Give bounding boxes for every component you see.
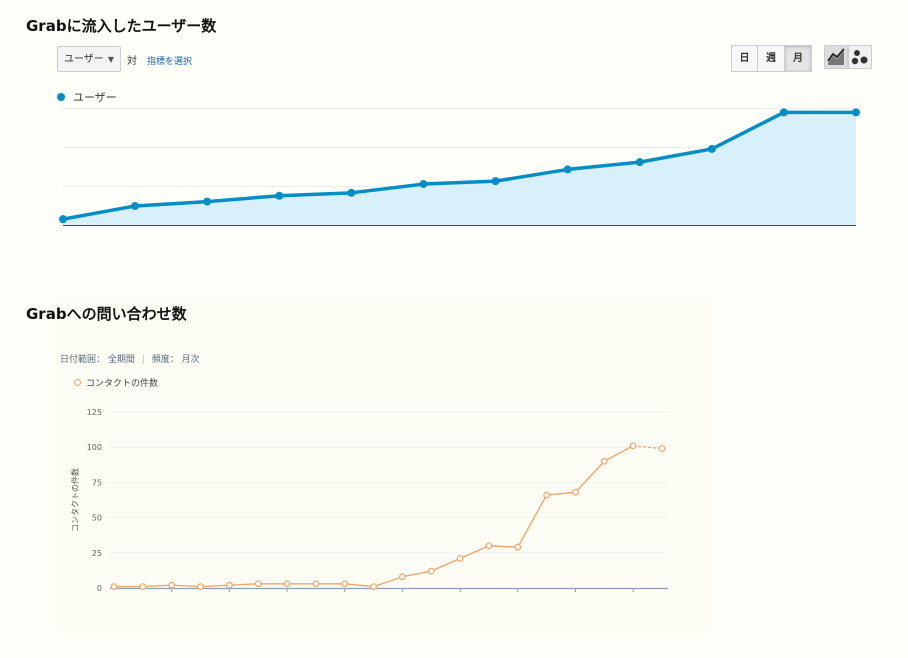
y-tick-label: 50 bbox=[92, 514, 102, 523]
data-point bbox=[635, 158, 644, 167]
data-point bbox=[852, 108, 860, 117]
data-point bbox=[131, 201, 140, 210]
motion-chart-icon bbox=[851, 50, 868, 65]
data-point bbox=[572, 488, 579, 496]
date-range-label: 日付範囲： bbox=[60, 355, 106, 365]
period-button-week[interactable]: 週 bbox=[758, 45, 785, 72]
data-point bbox=[658, 445, 666, 453]
chart-title-users: Grabに流入したユーザー数 bbox=[26, 17, 217, 35]
divider: | bbox=[141, 355, 145, 365]
data-point bbox=[427, 567, 435, 575]
data-point bbox=[203, 197, 212, 206]
data-point bbox=[456, 555, 464, 562]
data-point bbox=[399, 573, 406, 581]
data-point bbox=[419, 180, 428, 189]
data-point bbox=[600, 457, 608, 465]
y-tick-label: 100 bbox=[87, 443, 102, 452]
data-point bbox=[110, 583, 118, 590]
data-point bbox=[707, 144, 716, 153]
line-chart-button[interactable] bbox=[824, 45, 848, 69]
motion-chart-button[interactable] bbox=[848, 45, 872, 69]
select-metric-link[interactable]: 指標を選択 bbox=[147, 57, 193, 67]
data-point bbox=[347, 188, 356, 197]
data-point bbox=[275, 191, 284, 200]
data-point bbox=[491, 177, 500, 186]
period-button-month[interactable]: 月 bbox=[785, 45, 812, 72]
data-point bbox=[341, 580, 349, 588]
data-point bbox=[168, 581, 176, 589]
period-button-day[interactable]: 日 bbox=[731, 45, 758, 72]
data-point bbox=[370, 583, 377, 590]
series-line-dashed bbox=[633, 445, 663, 450]
period-toggle: 日 週 月 bbox=[731, 45, 812, 72]
data-point bbox=[283, 580, 291, 588]
data-point bbox=[629, 442, 637, 450]
area-fill bbox=[63, 112, 856, 225]
legend-label: コンタクトの件数 bbox=[86, 379, 159, 389]
data-point bbox=[254, 580, 262, 588]
data-point bbox=[312, 580, 320, 588]
legend-marker bbox=[57, 93, 65, 101]
line-chart-icon bbox=[827, 48, 845, 65]
contacts-chart-panel bbox=[52, 296, 714, 636]
date-range-value: 全期間 bbox=[107, 355, 135, 365]
y-tick-label: 125 bbox=[87, 408, 102, 417]
data-point bbox=[543, 491, 551, 499]
frequency-label: 頻度： bbox=[151, 355, 179, 365]
legend-contacts: コンタクトの件数 bbox=[74, 376, 158, 389]
y-tick-label: 25 bbox=[92, 549, 102, 558]
chevron-down-icon: ▼ bbox=[107, 55, 114, 64]
metric-select[interactable]: ユーザー ▼ bbox=[57, 46, 121, 72]
data-point bbox=[779, 108, 788, 117]
legend-users: ユーザー bbox=[57, 89, 117, 105]
chart-title-contacts: Grabへの問い合わせ数 bbox=[26, 305, 187, 323]
data-point bbox=[225, 581, 233, 589]
series-line-users bbox=[62, 110, 856, 221]
data-point bbox=[563, 165, 572, 174]
frequency-value: 月次 bbox=[181, 355, 200, 365]
y-tick-label: 75 bbox=[92, 478, 102, 487]
metric-select-value: ユーザー bbox=[64, 54, 104, 65]
data-point bbox=[485, 542, 493, 550]
data-point bbox=[197, 583, 204, 590]
y-axis-title: コンタクトの件数 bbox=[70, 468, 80, 532]
data-point bbox=[514, 543, 522, 551]
series-line-contacts bbox=[114, 445, 634, 588]
legend-label: ユーザー bbox=[73, 91, 117, 104]
data-point bbox=[59, 215, 67, 224]
legend-marker bbox=[74, 379, 81, 386]
data-point bbox=[139, 583, 147, 590]
versus-label: 対 bbox=[127, 56, 137, 67]
chart-meta: 日付範囲： 全期間 | 頻度： 月次 bbox=[60, 352, 200, 365]
y-tick-label: 0 bbox=[97, 584, 102, 593]
